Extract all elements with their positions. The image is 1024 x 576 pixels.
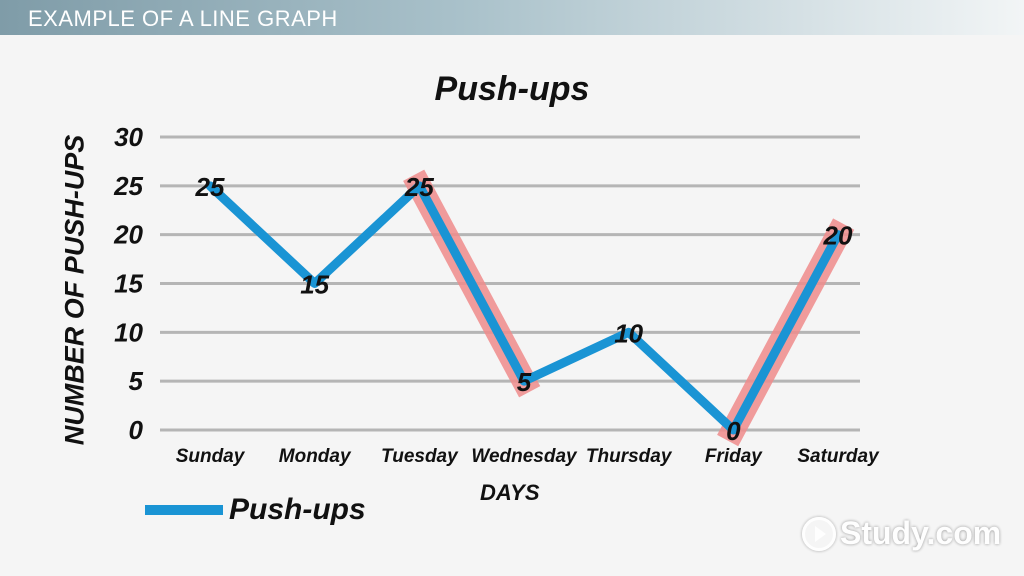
data-label: 15 [300, 270, 329, 300]
data-label: 0 [726, 416, 741, 446]
y-tick-label: 15 [114, 269, 143, 299]
data-point [625, 329, 632, 336]
y-tick-label: 25 [113, 171, 143, 201]
x-tick-label: Saturday [797, 446, 880, 467]
play-icon [802, 516, 836, 551]
x-tick-label: Tuesday [381, 446, 459, 467]
data-label: 10 [614, 318, 643, 348]
study-com-watermark: Study.com [802, 515, 1001, 552]
legend-label: Push-ups [229, 493, 366, 526]
y-tick-label: 30 [114, 122, 143, 152]
data-point [521, 378, 527, 385]
y-tick-label: 10 [114, 317, 143, 347]
data-label: 20 [823, 221, 853, 251]
legend: Push-ups [145, 490, 366, 530]
data-point [311, 280, 318, 287]
top-banner: EXAMPLE OF A LINE GRAPH [0, 0, 1024, 35]
watermark-text: Study.com [840, 515, 1002, 551]
data-label: 5 [517, 367, 532, 397]
data-label: 25 [404, 172, 434, 202]
x-tick-label: Thursday [586, 446, 673, 467]
y-tick-label: 0 [129, 415, 144, 445]
legend-swatch [145, 505, 223, 515]
x-tick-label: Sunday [176, 446, 246, 467]
data-label: 25 [195, 172, 225, 202]
data-point [730, 427, 737, 433]
data-point [207, 182, 213, 189]
data-point [835, 231, 841, 238]
x-tick-label: Monday [279, 446, 352, 467]
y-tick-label: 20 [113, 220, 143, 250]
y-tick-label: 5 [129, 366, 144, 396]
x-tick-label: Friday [705, 446, 763, 467]
x-tick-label: Wednesday [471, 446, 578, 467]
x-axis-label: DAYS [480, 480, 540, 505]
chart-title: Push-ups [434, 70, 590, 108]
data-point [416, 182, 423, 189]
banner-title: EXAMPLE OF A LINE GRAPH [28, 6, 338, 31]
